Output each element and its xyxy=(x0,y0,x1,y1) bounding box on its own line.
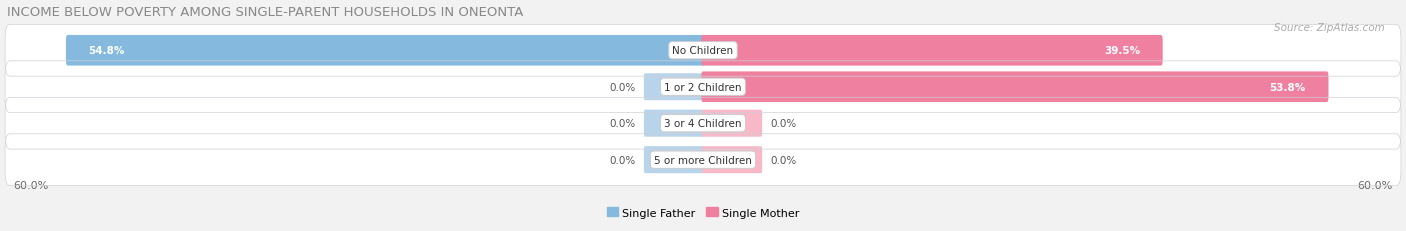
FancyBboxPatch shape xyxy=(702,36,1163,66)
Text: 0.0%: 0.0% xyxy=(610,82,636,92)
Text: 60.0%: 60.0% xyxy=(13,180,48,190)
FancyBboxPatch shape xyxy=(702,146,762,173)
FancyBboxPatch shape xyxy=(6,62,1400,113)
FancyBboxPatch shape xyxy=(644,110,704,137)
Text: No Children: No Children xyxy=(672,46,734,56)
Text: 54.8%: 54.8% xyxy=(89,46,125,56)
Text: 5 or more Children: 5 or more Children xyxy=(654,155,752,165)
FancyBboxPatch shape xyxy=(702,72,1329,103)
FancyBboxPatch shape xyxy=(66,36,704,66)
Text: Source: ZipAtlas.com: Source: ZipAtlas.com xyxy=(1274,23,1385,33)
Text: 0.0%: 0.0% xyxy=(610,119,636,129)
FancyBboxPatch shape xyxy=(644,74,704,101)
Text: 0.0%: 0.0% xyxy=(770,119,796,129)
FancyBboxPatch shape xyxy=(644,146,704,173)
FancyBboxPatch shape xyxy=(702,110,762,137)
Text: INCOME BELOW POVERTY AMONG SINGLE-PARENT HOUSEHOLDS IN ONEONTA: INCOME BELOW POVERTY AMONG SINGLE-PARENT… xyxy=(7,6,524,18)
Text: 53.8%: 53.8% xyxy=(1270,82,1306,92)
FancyBboxPatch shape xyxy=(6,134,1400,186)
Text: 3 or 4 Children: 3 or 4 Children xyxy=(664,119,742,129)
Text: 60.0%: 60.0% xyxy=(1358,180,1393,190)
FancyBboxPatch shape xyxy=(6,25,1400,77)
Text: 1 or 2 Children: 1 or 2 Children xyxy=(664,82,742,92)
Text: 0.0%: 0.0% xyxy=(770,155,796,165)
Text: 0.0%: 0.0% xyxy=(610,155,636,165)
FancyBboxPatch shape xyxy=(6,98,1400,149)
Text: 39.5%: 39.5% xyxy=(1104,46,1140,56)
Legend: Single Father, Single Mother: Single Father, Single Mother xyxy=(606,207,800,218)
